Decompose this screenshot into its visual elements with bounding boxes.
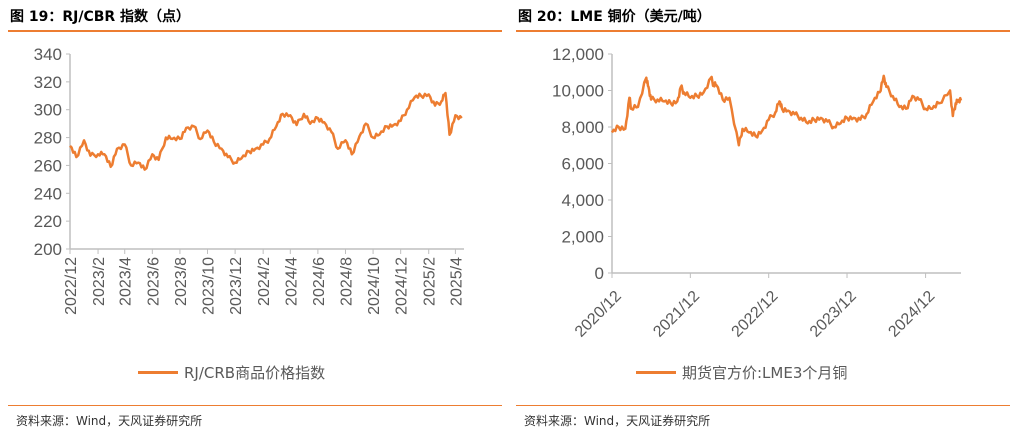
x-tick-label: 2024/6 <box>311 257 328 306</box>
series-line <box>610 74 963 147</box>
y-tick-label: 240 <box>34 184 62 203</box>
y-tick-label: 320 <box>34 73 62 92</box>
footer-rule <box>8 405 502 406</box>
source-note: 资料来源：Wind，天风证券研究所 <box>16 414 203 428</box>
y-tick-label: 8,000 <box>561 118 604 137</box>
x-tick-label: 2024/2 <box>256 257 273 306</box>
x-tick-label: 2024/12 <box>394 257 411 315</box>
y-tick-label: 10,000 <box>552 82 604 101</box>
y-tick-label: 260 <box>34 156 62 175</box>
series-line <box>69 91 463 171</box>
x-tick-label: 2020/12 <box>572 288 625 341</box>
x-tick-label: 2025/4 <box>448 257 465 306</box>
chart-title: 图 19：RJ/CBR 指数（点） <box>10 9 191 25</box>
y-tick-label: 300 <box>34 101 62 120</box>
y-tick-label: 200 <box>34 240 62 259</box>
chart-panel-rjcrb: 图 19：RJ/CBR 指数（点） 200 220 240 260 280 300 320 3… <box>8 0 502 434</box>
chart-panel-lme-copper: 图 20：LME 铜价（美元/吨） 0 2,000 4,000 6,000 8,000 1… <box>516 0 1010 434</box>
source-note: 资料来源：Wind，天风证券研究所 <box>524 414 711 428</box>
y-tick-label: 220 <box>34 212 62 231</box>
legend: RJ/CRB商品价格指数 <box>138 362 325 383</box>
chart-plot: 200 220 240 260 280 300 320 340 2022/12 2023/2 202… <box>34 45 466 315</box>
legend-swatch <box>138 371 178 374</box>
x-tick-label: 2024/10 <box>366 257 383 315</box>
x-tick-label: 2021/12 <box>650 288 703 341</box>
x-tick-label: 2023/8 <box>173 257 190 306</box>
title-rule <box>516 30 1010 32</box>
legend-label: RJ/CRB商品价格指数 <box>184 364 326 382</box>
x-tick-label: 2023/4 <box>118 257 135 306</box>
y-tick-label: 2,000 <box>561 228 604 247</box>
x-tick-label: 2022/12 <box>729 288 782 341</box>
legend-label: 期货官方价:LME3个月铜 <box>682 364 848 382</box>
x-tick-label: 2023/6 <box>145 257 162 306</box>
legend: 期货官方价:LME3个月铜 <box>636 362 847 383</box>
x-tick-label: 2024/12 <box>885 288 938 341</box>
x-tick-label: 2024/8 <box>338 257 355 306</box>
x-tick-label: 2024/4 <box>283 257 300 306</box>
chart-plot: 0 2,000 4,000 6,000 8,000 10,000 12,000 2020/12… <box>552 45 963 341</box>
y-tick-label: 0 <box>595 264 604 283</box>
y-tick-label: 340 <box>34 45 62 64</box>
legend-swatch <box>636 371 676 374</box>
y-tick-label: 280 <box>34 129 62 148</box>
y-tick-label: 4,000 <box>561 191 604 210</box>
title-rule <box>8 30 502 32</box>
x-tick-label: 2023/12 <box>228 257 245 315</box>
chart-title: 图 20：LME 铜价（美元/吨） <box>518 9 711 25</box>
y-tick-label: 6,000 <box>561 155 604 174</box>
x-tick-label: 2023/2 <box>91 257 108 306</box>
y-tick-label: 12,000 <box>552 45 604 64</box>
footer-rule <box>516 405 1010 406</box>
x-tick-label: 2022/12 <box>63 257 80 315</box>
x-tick-label: 2023/12 <box>807 288 860 341</box>
x-tick-label: 2023/10 <box>201 257 218 315</box>
x-tick-label: 2025/2 <box>422 257 439 306</box>
